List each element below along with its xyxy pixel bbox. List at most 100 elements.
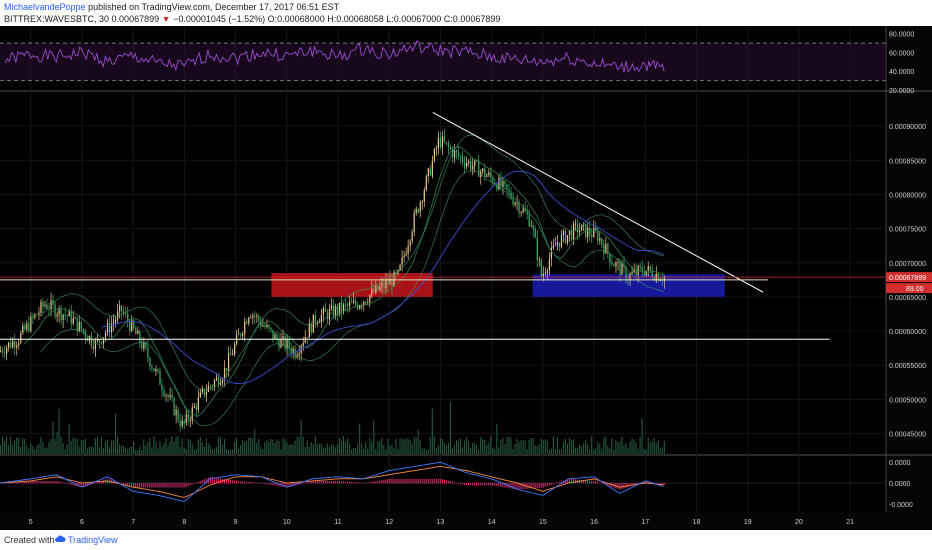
volume-bar (215, 447, 217, 454)
macd-histogram-bar (421, 478, 423, 484)
macd-histogram-bar (310, 481, 312, 484)
macd-histogram-bar (492, 483, 494, 486)
volume-bar (0, 445, 2, 454)
volume-bar (94, 438, 96, 454)
candle-body (10, 342, 12, 348)
candle-body (234, 344, 236, 355)
candle-body (377, 285, 379, 291)
candle-body (46, 304, 48, 309)
volume-bar (292, 444, 294, 454)
candle-body (102, 337, 105, 344)
volume-bar (28, 448, 30, 454)
current-price-tag-label: 0.00067899 (889, 275, 926, 282)
volume-bar (542, 440, 544, 454)
volume-bar (201, 442, 203, 454)
candle-body (587, 228, 589, 238)
macd-histogram-bar (42, 480, 44, 484)
macd-histogram-bar (474, 483, 476, 486)
volume-bar (151, 447, 153, 454)
macd-histogram-bar (607, 483, 609, 486)
macd-histogram-bar (514, 483, 516, 490)
candle-body (653, 277, 655, 281)
candle-body (108, 323, 111, 333)
macd-histogram-bar (201, 480, 203, 484)
time-tick-label: 16 (590, 519, 598, 526)
volume-bar (159, 440, 161, 454)
macd-histogram-bar (445, 480, 447, 484)
macd-histogram-bar (455, 482, 457, 484)
macd-histogram-bar (36, 480, 38, 484)
volume-bar (587, 443, 589, 454)
candle-body (165, 395, 167, 396)
volume-bar (147, 442, 149, 454)
macd-histogram-bar (520, 483, 522, 490)
volume-bar (88, 446, 90, 454)
candle-body (68, 310, 70, 317)
volume-bar (369, 437, 371, 454)
tradingview-brand-link[interactable]: TradingView (68, 535, 118, 545)
candle-body (423, 190, 425, 202)
volume-bar (383, 444, 385, 454)
volume-bar (145, 445, 147, 454)
candle-body (145, 342, 147, 348)
volume-bar (272, 439, 274, 454)
candle-body (399, 264, 401, 271)
volume-bar (468, 440, 470, 454)
macd-histogram-bar (568, 478, 570, 484)
candle-body (351, 302, 353, 304)
volume-bar (219, 437, 221, 454)
candle-body (518, 202, 520, 214)
volume-bar (409, 440, 411, 454)
macd-histogram-bar (314, 480, 316, 484)
macd-histogram-bar (161, 483, 163, 488)
candle-body (306, 337, 308, 338)
macd-histogram-bar (464, 483, 466, 485)
volume-bar (90, 446, 92, 454)
volume-bar (397, 448, 399, 454)
macd-histogram-bar (104, 479, 106, 484)
macd-histogram-bar (385, 479, 387, 484)
macd-histogram-bar (476, 483, 478, 486)
volume-bar (657, 440, 659, 454)
macd-histogram-bar (389, 478, 391, 484)
author-link[interactable]: MichaelvandePoppe (4, 2, 86, 12)
price-change: −0.00001045 (−1.52%) (173, 14, 266, 24)
macd-histogram-bar (381, 480, 383, 484)
trading-chart[interactable]: 80.000060.000040.000020.00000.000900000.… (0, 26, 932, 530)
candle-body (415, 209, 417, 214)
macd-histogram-bar (139, 483, 141, 488)
macd-histogram-bar (234, 480, 236, 484)
candle-body (217, 377, 220, 385)
ohlc-values: O:0.00068000 H:0.00068058 L:0.00067000 C… (267, 14, 501, 24)
macd-histogram-bar (544, 483, 546, 487)
macd-histogram-bar (227, 479, 229, 484)
volume-bar (306, 440, 308, 454)
volume-bar (482, 439, 484, 454)
macd-histogram-bar (427, 478, 429, 484)
macd-histogram-bar (169, 483, 171, 488)
macd-histogram-bar (355, 482, 357, 484)
volume-bar (199, 436, 201, 454)
macd-histogram-bar (439, 478, 441, 484)
macd-histogram-bar (403, 478, 405, 484)
volume-bar (62, 443, 64, 454)
macd-histogram-bar (411, 478, 413, 484)
macd-histogram-bar (524, 483, 526, 490)
time-tick-label: 17 (641, 519, 649, 526)
volume-bar (494, 448, 496, 454)
symbol-label: BITTREX:WAVESBTC, 30 (4, 14, 110, 24)
macd-histogram-bar (371, 481, 373, 484)
volume-bar (558, 449, 560, 454)
volume-bar (274, 443, 276, 454)
candle-body (437, 137, 440, 149)
candle-body (470, 161, 472, 170)
macd-histogram-bar (401, 478, 403, 484)
candle-body (248, 317, 250, 324)
macd-tick-label: 0.0000 (889, 481, 911, 488)
candle-body (661, 280, 663, 282)
macd-histogram-bar (292, 483, 294, 487)
macd-histogram-bar (278, 483, 280, 487)
candle-body (508, 189, 510, 192)
price-tick-label: 0.00090000 (889, 124, 926, 131)
volume-bar (106, 439, 109, 454)
